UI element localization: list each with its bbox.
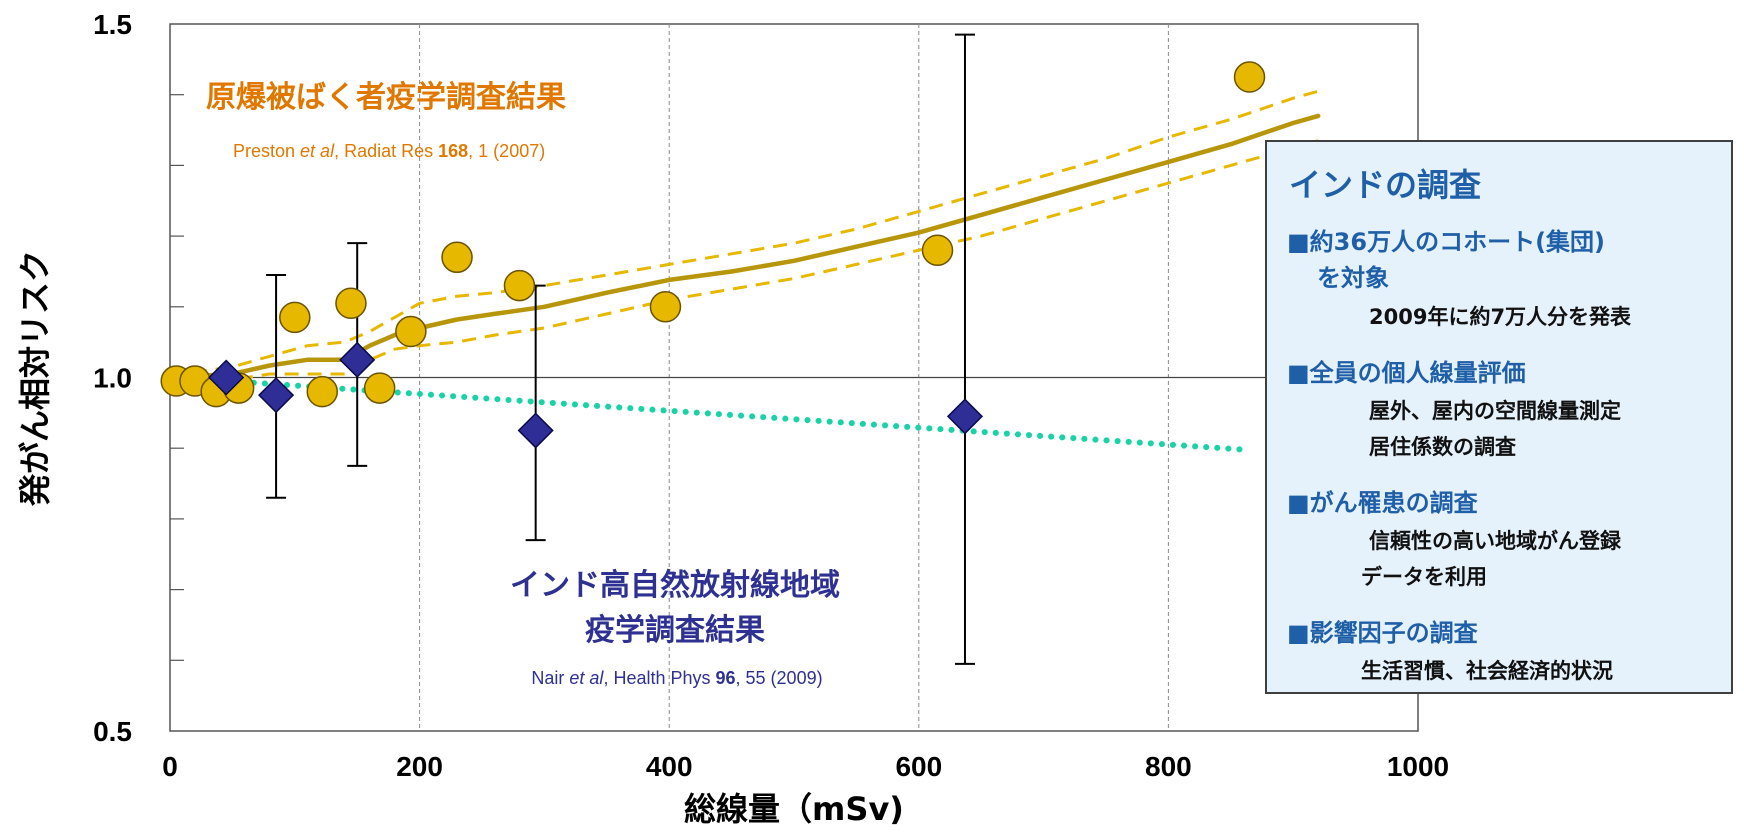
circle-point (1233, 61, 1266, 93)
diamond-point (517, 412, 554, 449)
india-title-line-2: 疫学調査結果 (585, 613, 765, 648)
info-detail-cancer-2: データを利用 (1361, 565, 1487, 589)
circle-point (363, 372, 396, 404)
info-heading-cancer: ■がん罹患の調査 (1287, 489, 1478, 517)
circle-point (649, 291, 682, 323)
circle-point (441, 241, 473, 274)
info-heading-dose: ■全員の個人線量評価 (1287, 359, 1526, 387)
atomic-citation: Preston et al, Radiat Res 168, 1 (2007) (233, 141, 545, 161)
y-axis-title: 発がん相対リスク (16, 250, 54, 507)
info-heading-cohort-cont: を対象 (1317, 264, 1389, 292)
diamond-series (208, 341, 984, 449)
info-detail-dose-2: 居住係数の調査 (1369, 435, 1516, 459)
info-heading-cohort: ■約36万人のコホート(集団) (1287, 228, 1606, 256)
india-survey-info-box: インドの調査 ■約36万人のコホート(集団) を対象 2009年に約7万人分を発… (1265, 140, 1733, 694)
x-tick-label-200: 200 (396, 751, 443, 782)
atomic-title: 原爆被ばく者疫学調査結果 (206, 80, 566, 115)
india-title-line-1: インド高自然放射線地域 (510, 568, 840, 603)
circle-point (395, 315, 427, 348)
diamond-point (208, 359, 245, 396)
x-tick-labels: 0 200 400 600 800 1000 (162, 751, 1449, 782)
x-tick-label-600: 600 (895, 751, 942, 782)
fit-line-dotted-3 (173, 374, 1247, 453)
info-heading-factors: ■影響因子の調査 (1287, 619, 1478, 647)
y-tick-label-1.0: 1.0 (93, 363, 132, 394)
circle-point (503, 269, 536, 302)
circle-point (279, 301, 311, 334)
grid (170, 24, 1418, 731)
india-citation: Nair et al, Health Phys 96, 55 (2009) (531, 668, 822, 688)
info-detail-cancer-1: 信頼性の高い地域がん登録 (1369, 529, 1621, 553)
circle-point (921, 234, 954, 266)
fit-lines (167, 89, 1321, 453)
circle-point (335, 287, 367, 320)
x-tick-label-400: 400 (646, 751, 693, 782)
x-tick-label-1000: 1000 (1387, 751, 1449, 782)
fit-line-dashed-2 (170, 139, 1319, 382)
minor-ticks (170, 94, 184, 661)
diamond-point (946, 398, 984, 435)
fit-line-dashed-1 (169, 89, 1319, 377)
y-tick-labels: 0.5 1.0 1.5 (93, 9, 132, 747)
info-detail-cohort: 2009年に約7万人分を発表 (1369, 305, 1632, 329)
info-box-title: インドの調査 (1289, 166, 1482, 204)
info-detail-factors: 生活習慣、社会経済的状況 (1361, 659, 1613, 683)
fit-line-solid-0 (167, 113, 1321, 380)
circle-point (306, 375, 339, 408)
x-tick-label-0: 0 (162, 751, 178, 782)
x-axis-title: 総線量（mSv) (684, 790, 904, 828)
diamond-point (258, 377, 295, 414)
y-tick-label-0.5: 0.5 (93, 716, 132, 747)
info-detail-dose-1: 屋外、屋内の空間線量測定 (1369, 399, 1621, 423)
x-tick-label-800: 800 (1145, 751, 1192, 782)
diamond-point (339, 341, 376, 378)
y-tick-label-1.5: 1.5 (93, 9, 132, 40)
